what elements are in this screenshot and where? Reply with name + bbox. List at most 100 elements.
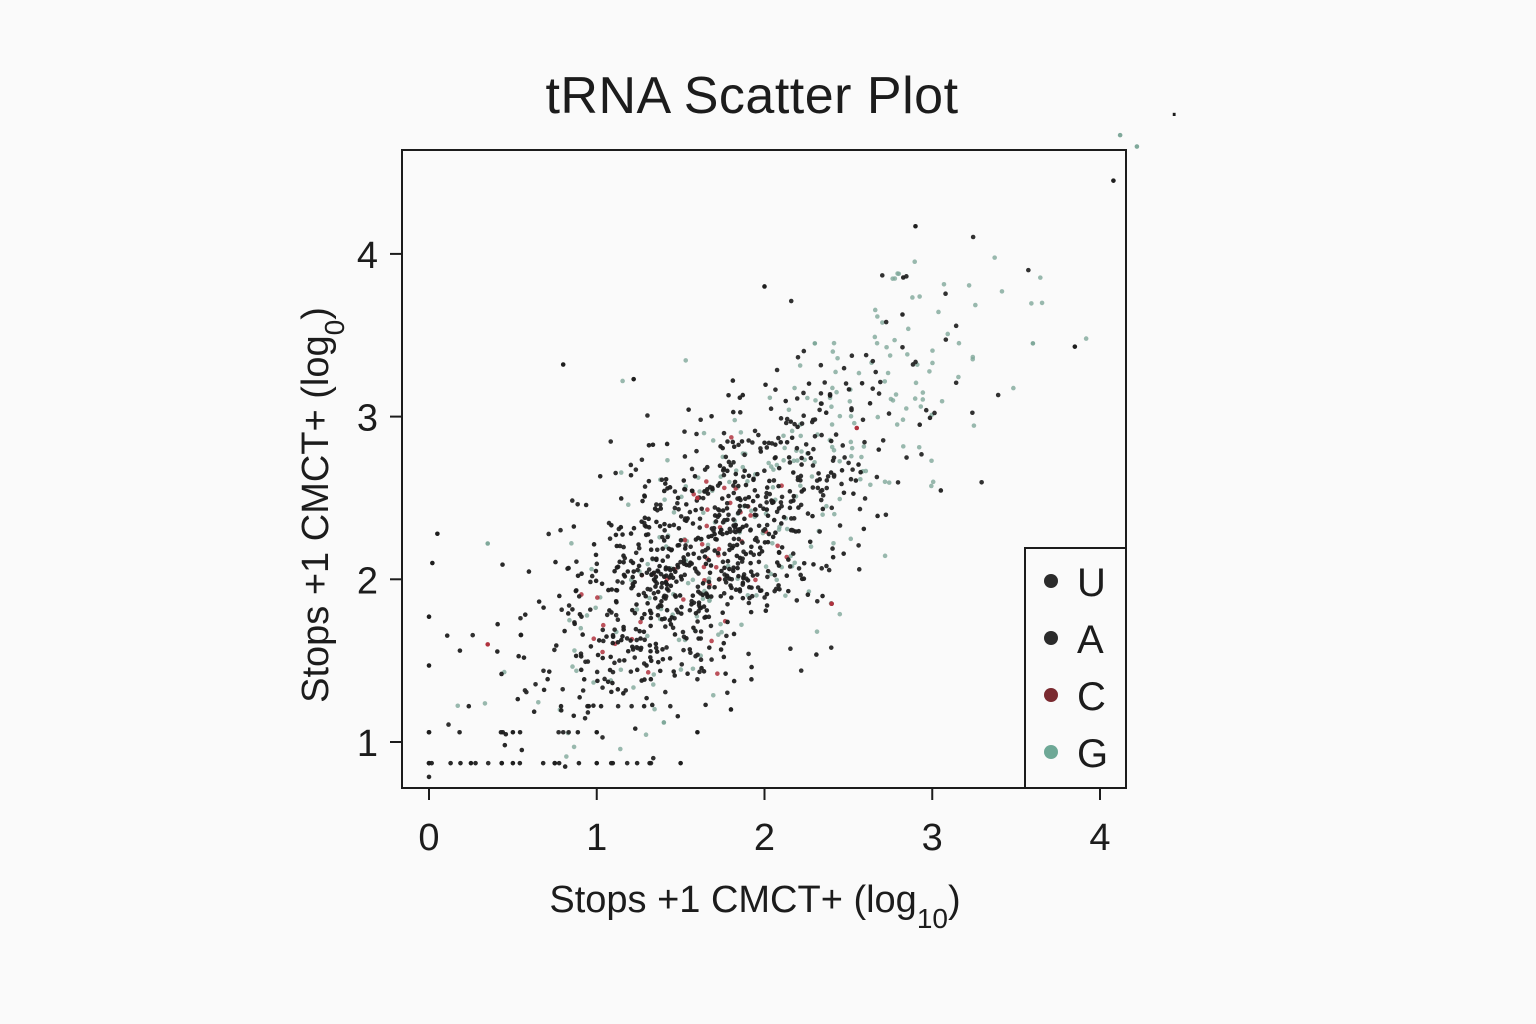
data-point xyxy=(798,668,804,673)
data-point xyxy=(828,438,834,444)
data-point xyxy=(560,362,566,367)
data-point xyxy=(795,458,800,463)
data-point xyxy=(482,701,488,706)
data-point xyxy=(831,541,836,546)
data-point xyxy=(695,495,700,501)
data-point xyxy=(781,458,786,463)
data-point xyxy=(764,507,770,512)
data-point xyxy=(953,380,959,386)
data-point xyxy=(667,575,672,580)
data-point xyxy=(636,545,642,551)
data-point xyxy=(725,619,730,625)
data-point xyxy=(999,289,1005,294)
data-point xyxy=(791,516,797,521)
data-point xyxy=(732,479,738,485)
data-point xyxy=(849,453,854,459)
data-point xyxy=(643,532,649,538)
data-point xyxy=(742,496,748,502)
data-point xyxy=(618,637,624,643)
data-point xyxy=(720,559,726,565)
data-point xyxy=(693,628,698,634)
data-point xyxy=(558,703,564,709)
data-point xyxy=(882,553,888,559)
data-point xyxy=(667,656,673,661)
data-point xyxy=(761,528,766,533)
data-point xyxy=(721,640,727,646)
data-point xyxy=(754,593,759,598)
data-point xyxy=(588,644,594,649)
data-point xyxy=(648,615,654,621)
data-point xyxy=(876,391,882,396)
data-point xyxy=(752,507,758,512)
data-point xyxy=(750,498,756,504)
data-point xyxy=(524,689,529,695)
data-point xyxy=(778,500,784,505)
data-point xyxy=(684,636,689,641)
data-point xyxy=(580,632,585,637)
data-point xyxy=(820,512,825,517)
data-point xyxy=(684,518,689,524)
data-point xyxy=(917,422,923,427)
data-point xyxy=(1134,144,1140,149)
data-point xyxy=(776,435,781,441)
data-point xyxy=(812,433,818,439)
data-point xyxy=(648,676,654,682)
data-point xyxy=(849,445,855,451)
data-point xyxy=(457,648,463,653)
data-point xyxy=(943,337,949,342)
legend-label-c: C xyxy=(1077,675,1106,719)
data-point xyxy=(724,530,730,536)
data-point xyxy=(672,673,678,678)
data-point xyxy=(708,623,714,629)
data-point xyxy=(552,760,558,766)
data-point xyxy=(700,510,706,516)
data-point xyxy=(861,444,867,449)
data-point xyxy=(711,525,717,531)
data-point xyxy=(661,538,667,543)
data-point xyxy=(733,468,739,473)
data-point xyxy=(731,460,736,465)
data-point xyxy=(832,511,837,517)
data-point xyxy=(643,732,649,738)
data-point xyxy=(685,580,691,586)
data-point xyxy=(676,525,682,531)
y-tick-label: 2 xyxy=(357,560,378,602)
data-point xyxy=(857,506,863,512)
data-point xyxy=(890,398,896,403)
data-point xyxy=(874,340,880,346)
data-point xyxy=(1011,385,1016,391)
data-point xyxy=(723,454,729,460)
data-point xyxy=(765,568,771,574)
data-point xyxy=(716,508,722,513)
data-point xyxy=(681,647,686,653)
data-point xyxy=(615,639,621,645)
data-point xyxy=(682,487,688,492)
data-point xyxy=(805,511,811,516)
data-point xyxy=(648,547,654,553)
data-point xyxy=(805,592,811,597)
data-point xyxy=(839,481,844,487)
data-point xyxy=(786,557,791,562)
data-point xyxy=(667,523,672,529)
data-point xyxy=(710,438,716,443)
data-point xyxy=(595,678,600,684)
data-point xyxy=(853,478,859,483)
data-point xyxy=(764,500,769,505)
data-point xyxy=(860,417,866,423)
data-point xyxy=(786,407,792,413)
data-point xyxy=(724,506,730,511)
data-point xyxy=(652,595,658,601)
data-point xyxy=(703,702,708,708)
data-point xyxy=(731,444,737,450)
data-point xyxy=(733,471,739,477)
data-point xyxy=(571,744,577,750)
data-point xyxy=(920,397,926,402)
data-point xyxy=(810,513,815,519)
data-point xyxy=(742,468,747,474)
data-point xyxy=(702,554,708,559)
data-point xyxy=(930,479,936,485)
data-point xyxy=(870,358,876,364)
data-point xyxy=(658,502,663,508)
data-point xyxy=(966,283,972,288)
data-point xyxy=(882,479,888,485)
